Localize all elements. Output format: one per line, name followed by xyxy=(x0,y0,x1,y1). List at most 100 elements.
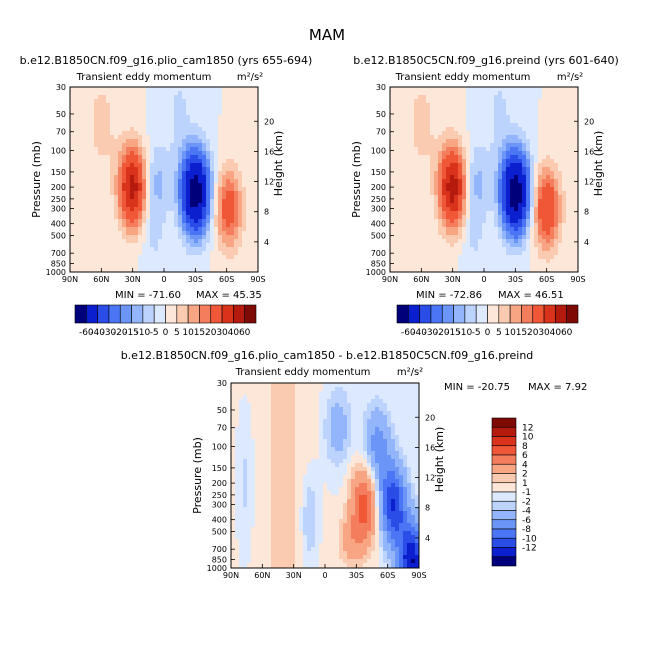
field-cell xyxy=(422,227,427,232)
field-cell xyxy=(466,235,471,240)
field-cell xyxy=(246,163,251,168)
field-cell xyxy=(178,151,183,156)
field-cell xyxy=(502,135,507,140)
field-cell xyxy=(106,247,111,252)
field-cell xyxy=(311,403,316,408)
field-cell xyxy=(178,235,183,240)
field-cell xyxy=(158,111,163,116)
field-cell xyxy=(186,131,191,136)
field-cell xyxy=(142,179,147,184)
field-cell xyxy=(234,131,239,136)
field-cell xyxy=(319,407,324,412)
field-cell xyxy=(178,111,183,116)
field-cell xyxy=(394,251,399,256)
field-cell xyxy=(466,231,471,236)
field-cell xyxy=(390,115,395,120)
field-cell xyxy=(418,91,423,96)
field-cell xyxy=(222,91,227,96)
field-cell xyxy=(150,91,155,96)
field-cell xyxy=(150,103,155,108)
field-cell xyxy=(458,99,463,104)
field-cell xyxy=(414,183,419,188)
field-cell xyxy=(522,147,527,152)
field-cell xyxy=(231,387,236,392)
field-cell xyxy=(482,195,487,200)
field-cell xyxy=(566,243,571,248)
field-cell xyxy=(246,179,251,184)
field-cell xyxy=(114,187,119,192)
field-cell xyxy=(74,147,79,152)
field-cell xyxy=(418,151,423,156)
field-cell xyxy=(283,395,288,400)
field-cell xyxy=(574,183,579,188)
field-cell xyxy=(538,155,543,160)
field-cell xyxy=(134,163,139,168)
field-cell xyxy=(390,99,395,104)
field-cell xyxy=(74,91,79,96)
field-cell xyxy=(218,147,223,152)
field-cell xyxy=(510,155,515,160)
field-cell xyxy=(251,387,256,392)
field-cell xyxy=(387,411,392,416)
field-cell xyxy=(190,107,195,112)
field-cell xyxy=(254,163,259,168)
field-cell xyxy=(154,163,159,168)
field-cell xyxy=(534,207,539,212)
field-cell xyxy=(566,199,571,204)
field-cell xyxy=(530,231,535,236)
field-cell xyxy=(538,163,543,168)
field-cell xyxy=(327,403,332,408)
field-cell xyxy=(490,123,495,128)
field-cell xyxy=(210,87,215,92)
field-cell xyxy=(410,255,415,260)
field-cell xyxy=(418,251,423,256)
field-cell xyxy=(206,199,211,204)
field-cell xyxy=(250,203,255,208)
field-cell xyxy=(566,135,571,140)
field-cell xyxy=(226,139,231,144)
field-cell xyxy=(542,219,547,224)
field-cell xyxy=(462,199,467,204)
field-cell xyxy=(242,91,247,96)
field-cell xyxy=(222,147,227,152)
field-cell xyxy=(562,167,567,172)
field-cell xyxy=(331,383,336,388)
field-cell xyxy=(82,111,87,116)
field-cell xyxy=(402,247,407,252)
field-cell xyxy=(482,223,487,228)
field-cell xyxy=(530,163,535,168)
field-cell xyxy=(426,159,431,164)
field-cell xyxy=(247,391,252,396)
field-cell xyxy=(442,131,447,136)
field-cell xyxy=(414,251,419,256)
field-cell xyxy=(190,155,195,160)
field-cell xyxy=(118,203,123,208)
field-cell xyxy=(462,119,467,124)
field-cell xyxy=(190,239,195,244)
field-cell xyxy=(343,411,348,416)
field-cell xyxy=(226,159,231,164)
field-cell xyxy=(522,163,527,168)
field-cell xyxy=(142,215,147,220)
field-cell xyxy=(114,207,119,212)
field-cell xyxy=(562,183,567,188)
field-cell xyxy=(450,119,455,124)
field-cell xyxy=(486,243,491,248)
field-cell xyxy=(534,87,539,92)
field-cell xyxy=(426,203,431,208)
field-cell xyxy=(466,267,471,272)
field-cell xyxy=(375,387,380,392)
field-cell xyxy=(538,263,543,268)
field-cell xyxy=(218,123,223,128)
field-cell xyxy=(254,227,259,232)
field-cell xyxy=(566,207,571,212)
field-cell xyxy=(574,195,579,200)
field-cell xyxy=(82,255,87,260)
field-cell xyxy=(339,415,344,420)
field-cell xyxy=(134,135,139,140)
field-cell xyxy=(430,107,435,112)
field-cell xyxy=(110,239,115,244)
field-cell xyxy=(166,127,171,132)
field-cell xyxy=(142,247,147,252)
field-cell xyxy=(510,87,515,92)
